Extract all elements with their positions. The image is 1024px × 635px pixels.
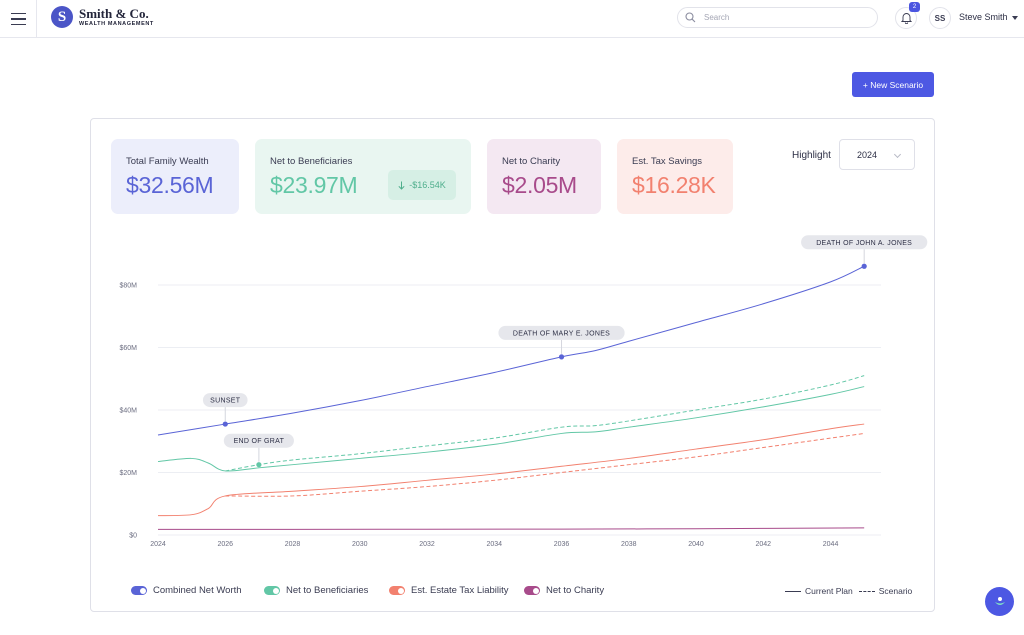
x-tick-label: 2024 [150, 541, 166, 548]
current-plan-label: Current Plan [805, 586, 853, 596]
legend-toggle-combined[interactable]: Combined Net Worth [131, 585, 242, 596]
annotation-pill [223, 433, 294, 448]
legend-toggle-charity[interactable]: Net to Charity [524, 585, 604, 596]
kpi-value: $2.05M [502, 172, 577, 198]
new-scenario-button[interactable]: + New Scenario [852, 72, 934, 97]
line-style-legend: Current Plan Scenario [785, 586, 912, 596]
legend-label: Est. Estate Tax Liability [411, 585, 509, 596]
annotation-label: END OF GRAT [234, 438, 285, 445]
annotation-point [861, 263, 867, 269]
search-input[interactable] [704, 13, 864, 22]
kpi-label: Net to Charity [502, 156, 561, 167]
annotation-pill [801, 235, 928, 250]
assistant-fab-button[interactable] [985, 587, 1014, 616]
kpi-label: Net to Beneficiaries [270, 156, 353, 167]
chevron-down-icon[interactable] [1012, 16, 1018, 20]
toggle-switch[interactable] [389, 586, 405, 595]
x-tick-label: 2040 [688, 541, 704, 548]
kpi-label: Est. Tax Savings [632, 156, 703, 167]
solid-line-swatch [785, 590, 801, 592]
series-line-tax-dashed [225, 432, 865, 497]
x-tick-label: 2030 [352, 541, 368, 548]
y-tick-label: $20M [119, 470, 137, 477]
annotation-label: DEATH OF JOHN A. JONES [816, 240, 912, 247]
arrow-down-icon [398, 181, 405, 190]
highlight-year-select[interactable]: 2024 [839, 139, 915, 170]
y-tick-label: $80M [119, 283, 137, 290]
kpi-est-tax-savings: Est. Tax Savings $16.28K [617, 139, 733, 214]
highlight-label: Highlight [792, 150, 831, 161]
y-tick-label: $40M [119, 408, 137, 415]
toggle-switch[interactable] [131, 586, 147, 595]
y-tick-label: $60M [119, 345, 137, 352]
toggle-switch[interactable] [524, 586, 540, 595]
series-line-combined-solid [157, 265, 865, 436]
toggle-switch[interactable] [264, 586, 280, 595]
search-box[interactable] [677, 7, 878, 28]
kpi-value: $23.97M [270, 172, 358, 198]
series-line-beneficiaries-dashed [225, 375, 865, 472]
x-tick-label: 2038 [621, 541, 637, 548]
legend-label: Net to Beneficiaries [286, 585, 369, 596]
brand-subtitle: WEALTH MANAGEMENT [79, 20, 154, 27]
annotation-label: SUNSET [210, 398, 241, 405]
kpi-value: $32.56M [126, 172, 214, 198]
bell-icon [900, 13, 912, 24]
legend-label: Net to Charity [546, 585, 605, 596]
x-tick-label: 2032 [419, 541, 435, 548]
series-line-tax-solid [157, 423, 865, 517]
search-icon [685, 12, 696, 23]
brand-name: Smith & Co. [79, 5, 149, 21]
series-line-charity-solid [157, 527, 865, 530]
projection-chart: $0 $20M $40M $60M $80M 2024 2026 2028 2030 2032 20… [119, 235, 928, 548]
kpi-total-family-wealth: Total Family Wealth $32.56M [111, 139, 239, 214]
annotation-label: DEATH OF MARY E. JONES [513, 330, 610, 337]
x-tick-label: 2028 [285, 541, 301, 548]
notification-count-badge: 2 [909, 2, 920, 12]
user-avatar[interactable]: SS [929, 7, 951, 29]
scenario-card: Total Family Wealth $32.56M Net to Benef… [90, 118, 935, 612]
kpi-value: $16.28K [632, 172, 716, 198]
annotation-point [256, 462, 262, 468]
scenario-label: Scenario [878, 586, 913, 596]
kpi-net-to-charity: Net to Charity $2.05M [487, 139, 601, 214]
x-tick-label: 2036 [554, 541, 570, 548]
top-bar: S Smith & Co. WEALTH MANAGEMENT 2 SS Ste… [0, 0, 1024, 38]
delta-value: -$16.54K [409, 180, 446, 190]
notifications-button[interactable] [895, 7, 917, 29]
hamburger-menu-button[interactable] [0, 0, 37, 38]
kpi-net-to-beneficiaries: Net to Beneficiaries $23.97M -$16.54K [255, 139, 471, 214]
leaf-icon [994, 596, 1005, 605]
annotation-pill [498, 325, 625, 340]
annotation-point [558, 354, 565, 360]
highlight-selected-value: 2024 [857, 149, 878, 160]
x-tick-label: 2042 [756, 541, 772, 548]
delta-badge: -$16.54K [388, 170, 456, 200]
series-line-beneficiaries-solid [157, 386, 865, 472]
legend-toggle-tax[interactable]: Est. Estate Tax Liability [389, 585, 509, 596]
brand-logo[interactable]: S Smith & Co. WEALTH MANAGEMENT [51, 6, 154, 28]
dashed-line-swatch [858, 590, 875, 592]
kpi-label: Total Family Wealth [126, 156, 209, 167]
annotation-point [222, 421, 228, 427]
x-tick-label: 2034 [486, 541, 502, 548]
brand-mark-icon: S [51, 6, 73, 28]
y-tick-label: $0 [129, 533, 137, 540]
legend-label: Combined Net Worth [153, 585, 242, 596]
user-name[interactable]: Steve Smith [959, 12, 1008, 22]
x-tick-label: 2026 [217, 541, 233, 548]
legend-toggle-beneficiaries[interactable]: Net to Beneficiaries [264, 585, 368, 596]
annotation-pill [202, 393, 248, 408]
x-tick-label: 2044 [823, 541, 839, 548]
